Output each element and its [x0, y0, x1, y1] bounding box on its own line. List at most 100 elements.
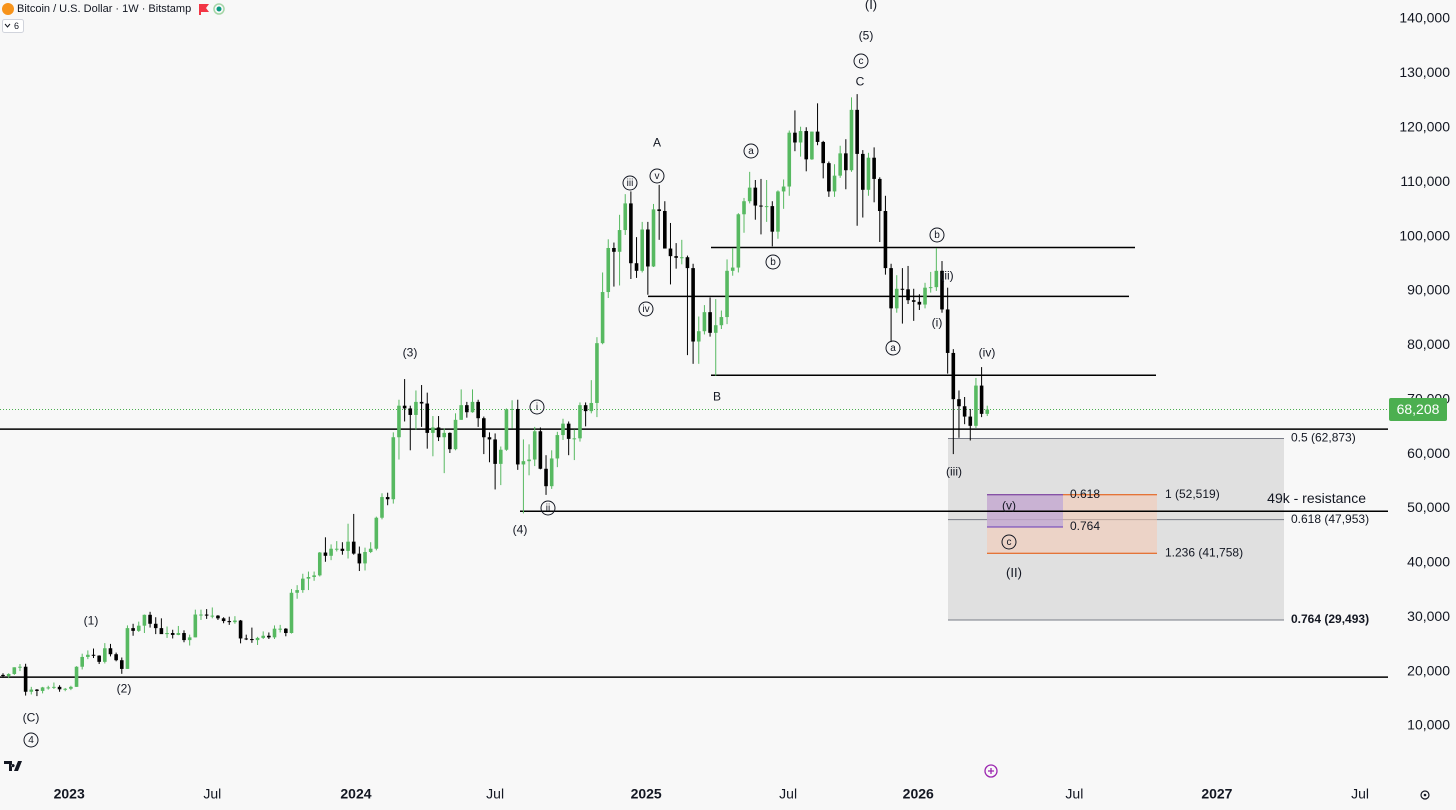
- candle-body: [764, 206, 769, 208]
- wave-label: a: [890, 343, 896, 354]
- candle-body: [306, 577, 311, 579]
- candle-body: [685, 257, 690, 269]
- candle-body: [578, 405, 582, 439]
- tv-logo[interactable]: [4, 761, 22, 771]
- candle-body: [646, 229, 650, 267]
- candle-body: [838, 153, 842, 176]
- candle-body: [363, 551, 367, 564]
- candle-body: [555, 435, 560, 459]
- y-tick-label: 60,000: [1407, 445, 1450, 461]
- wave-label: (i): [932, 316, 943, 330]
- candle-body: [945, 309, 950, 353]
- wave-label: b: [934, 230, 940, 241]
- candle-body: [312, 575, 316, 578]
- candle-body: [583, 405, 588, 412]
- candle-body: [23, 666, 28, 692]
- y-tick-label: 40,000: [1407, 554, 1450, 570]
- candle-body: [821, 141, 826, 164]
- candle-body: [538, 431, 543, 469]
- candle-body: [872, 157, 876, 179]
- candle-body: [459, 405, 463, 420]
- candle-body: [957, 399, 961, 407]
- candle-body: [199, 614, 203, 616]
- wave-circle: [638, 301, 654, 317]
- candle-body: [504, 409, 509, 450]
- candle-body: [442, 432, 447, 438]
- candle-body: [566, 423, 571, 439]
- candle-body: [317, 552, 322, 576]
- candle-body: [114, 654, 118, 661]
- candle-body: [136, 625, 141, 631]
- zones: [948, 437, 1284, 621]
- x-tick-label: 2024: [340, 786, 371, 802]
- wave-circle: [529, 399, 545, 415]
- indicator-toggle[interactable]: [2, 19, 24, 33]
- candle-body: [861, 153, 865, 190]
- candle-body: [640, 229, 644, 271]
- candle-body: [221, 618, 226, 622]
- candle-body: [595, 343, 599, 403]
- candle-body: [696, 331, 701, 342]
- candle-body: [487, 437, 492, 440]
- wave-label: A: [653, 136, 661, 150]
- x-tick-label: 2027: [1201, 786, 1232, 802]
- candle-body: [493, 439, 497, 464]
- y-tick-label: 120,000: [1399, 119, 1450, 135]
- flag-icon[interactable]: [199, 4, 209, 15]
- candle-body: [91, 654, 96, 656]
- candle-body: [928, 287, 933, 289]
- candle-body: [193, 614, 198, 638]
- axes: 10,00020,00030,00040,00050,00060,00070,0…: [54, 10, 1451, 802]
- candle-body: [736, 214, 741, 268]
- candle-body: [250, 639, 254, 641]
- wave-circle: [540, 500, 556, 516]
- symbol-title[interactable]: Bitcoin / U.S. Dollar · 1W · Bitstamp: [17, 3, 191, 15]
- candle-body: [877, 178, 882, 212]
- wave-label: (4): [513, 523, 528, 537]
- candle-body: [844, 153, 848, 171]
- candle-body: [408, 408, 413, 415]
- candle-body: [402, 405, 407, 409]
- wave-label: v: [655, 171, 660, 182]
- candle-body: [351, 541, 356, 554]
- x-tick-label: Jul: [1065, 786, 1083, 802]
- y-tick-label: 20,000: [1407, 662, 1450, 678]
- candle-body: [1, 674, 5, 676]
- fib-purple-label: 0.764: [1070, 519, 1100, 533]
- candle-body: [849, 109, 854, 171]
- candle-body: [448, 432, 452, 450]
- last-price-tag: [1389, 397, 1447, 421]
- symbol-icon[interactable]: [2, 3, 14, 15]
- wave-circle: [765, 254, 781, 270]
- candle-body: [97, 655, 101, 662]
- candle-body: [974, 385, 978, 426]
- candle-body: [419, 401, 424, 404]
- candle-body: [46, 687, 51, 689]
- candle-body: [216, 615, 220, 619]
- candle-body: [74, 666, 79, 687]
- candle-body: [561, 423, 565, 436]
- candle-body: [793, 132, 797, 143]
- candle-body: [482, 418, 486, 438]
- wave-label: (C): [23, 711, 40, 725]
- candle-body: [397, 405, 401, 438]
- candle-body: [52, 686, 56, 688]
- y-tick-label: 80,000: [1407, 336, 1450, 352]
- wave-label: (1): [84, 614, 99, 628]
- ideas-icon[interactable]: [984, 764, 998, 778]
- candle-body: [357, 553, 362, 564]
- candle-body: [934, 270, 939, 288]
- candle-body: [629, 203, 633, 264]
- candle-body: [278, 628, 282, 630]
- settings-icon[interactable]: [1420, 790, 1430, 800]
- candle-body: [527, 459, 531, 462]
- candle-body: [498, 449, 503, 464]
- candle-body: [238, 620, 243, 639]
- candle-body: [18, 666, 22, 668]
- candle-body: [691, 268, 695, 342]
- last-price-label: 68,208: [1397, 401, 1440, 417]
- wave-label: ii: [546, 503, 550, 514]
- fib-purple-label: 0.618: [1070, 487, 1100, 501]
